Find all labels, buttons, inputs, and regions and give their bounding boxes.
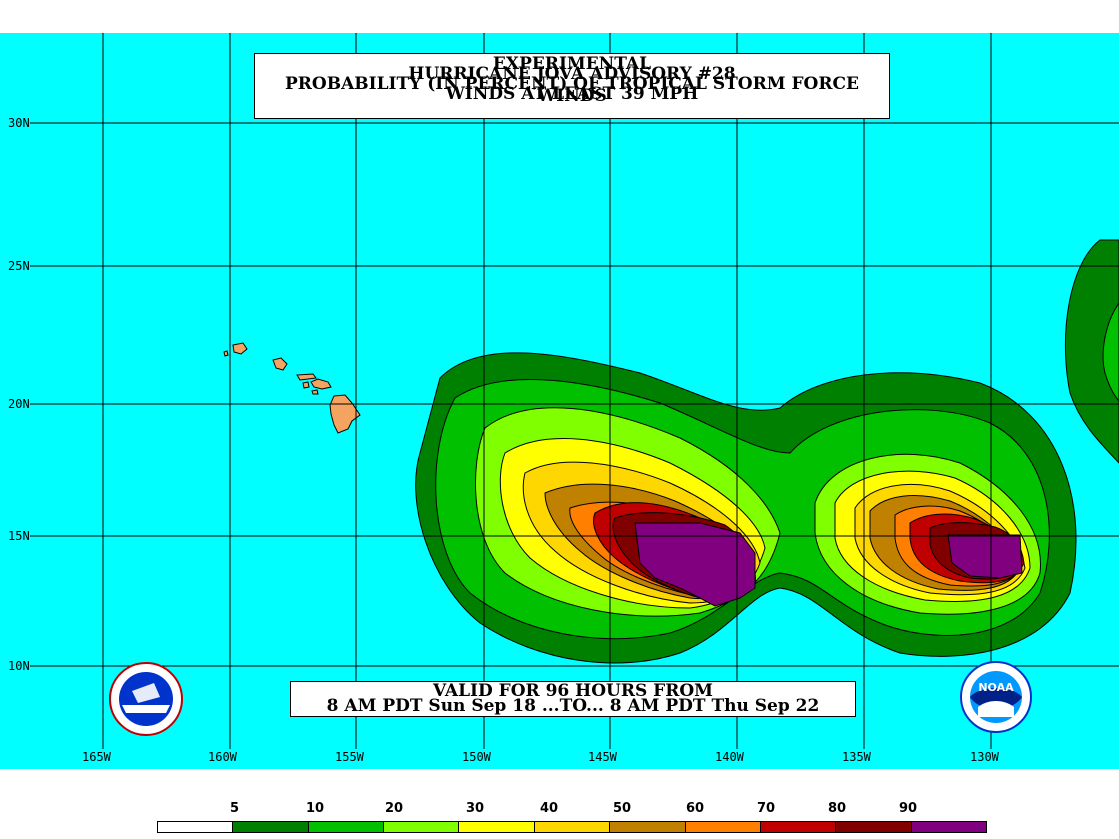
lon-label-155W: 155W bbox=[335, 750, 364, 764]
legend-tick-80: 80 bbox=[828, 801, 847, 816]
legend-tick-90: 90 bbox=[899, 801, 918, 816]
legend-tick-5: 5 bbox=[230, 801, 240, 816]
noaa-logo-text: NOAA bbox=[978, 681, 1014, 694]
contour-edge-10 bbox=[1102, 302, 1119, 402]
hawaiian-islands bbox=[223, 342, 361, 434]
title-line-4: WINDS AT LEAST 39 MPH bbox=[445, 84, 699, 104]
probability-map: EXPERIMENTAL HURRICANE JOVA ADVISORY #28… bbox=[0, 33, 1119, 769]
probability-contours-edge bbox=[1064, 239, 1119, 464]
island-oahu bbox=[272, 357, 288, 371]
legend-swatch-1 bbox=[232, 822, 308, 832]
title-box: EXPERIMENTAL HURRICANE JOVA ADVISORY #28… bbox=[254, 53, 890, 119]
valid-period-box: VALID FOR 96 HOURS FROM 8 AM PDT Sun Sep… bbox=[290, 681, 856, 717]
contour-edge-5 bbox=[1064, 239, 1119, 464]
lon-label-135W: 135W bbox=[842, 750, 871, 764]
lon-label-130W: 130W bbox=[970, 750, 999, 764]
legend-tick-50: 50 bbox=[613, 801, 632, 816]
lon-label-165W: 165W bbox=[82, 750, 111, 764]
legend-tick-30: 30 bbox=[466, 801, 485, 816]
valid-line-1: VALID FOR 96 HOURS FROM bbox=[433, 681, 713, 701]
legend-swatch-9 bbox=[835, 822, 911, 832]
lon-label-150W: 150W bbox=[462, 750, 491, 764]
map-canvas bbox=[30, 33, 1119, 749]
lon-label-145W: 145W bbox=[588, 750, 617, 764]
lat-label-20N: 20N bbox=[8, 397, 30, 411]
legend-tick-10: 10 bbox=[306, 801, 325, 816]
island-lanai bbox=[302, 381, 310, 389]
legend-swatch-10 bbox=[910, 822, 986, 832]
legend-swatch-2 bbox=[307, 822, 384, 832]
legend-swatch-3 bbox=[383, 822, 459, 832]
valid-line-2: 8 AM PDT Sun Sep 18 ...TO... 8 AM PDT Th… bbox=[326, 696, 820, 716]
nws-logo bbox=[109, 662, 183, 736]
legend-tick-60: 60 bbox=[686, 801, 705, 816]
island-kauai bbox=[232, 342, 248, 355]
legend-tick-40: 40 bbox=[540, 801, 559, 816]
lat-label-15N: 15N bbox=[8, 529, 30, 543]
legend-swatch-8 bbox=[759, 822, 836, 832]
island-molokai bbox=[296, 373, 317, 381]
island-niihau bbox=[223, 350, 229, 357]
lat-label-10N: 10N bbox=[8, 659, 30, 673]
probability-contours-east bbox=[814, 453, 1041, 615]
legend-swatch-0 bbox=[158, 822, 233, 832]
lon-label-160W: 160W bbox=[208, 750, 237, 764]
contour-east-90 bbox=[947, 534, 1023, 579]
noaa-logo: NOAA bbox=[960, 661, 1032, 733]
legend-swatch-7 bbox=[684, 822, 760, 832]
contour-90 bbox=[634, 522, 756, 607]
legend-swatch-6 bbox=[609, 822, 685, 832]
lat-label-25N: 25N bbox=[8, 259, 30, 273]
legend-swatch-5 bbox=[533, 822, 610, 832]
island-maui bbox=[310, 378, 332, 390]
legend-swatch-4 bbox=[458, 822, 534, 832]
lat-label-30N: 30N bbox=[8, 116, 30, 130]
legend-tick-70: 70 bbox=[757, 801, 776, 816]
island-kahoolawe bbox=[311, 389, 319, 395]
legend-tick-20: 20 bbox=[385, 801, 404, 816]
legend-color-bar bbox=[157, 821, 987, 833]
lon-label-140W: 140W bbox=[715, 750, 744, 764]
lat-lon-grid bbox=[30, 33, 1119, 749]
